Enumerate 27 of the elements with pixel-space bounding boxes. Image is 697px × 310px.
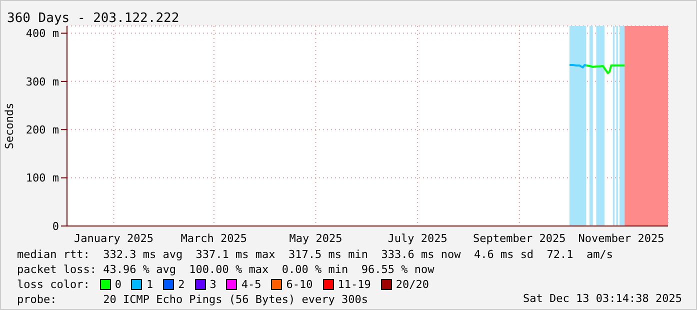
legend-label: 4-5 (241, 277, 262, 292)
y-axis-title: Seconds (2, 102, 16, 150)
legend-label: 0 (114, 277, 122, 292)
x-tick-label: May 2025 (289, 232, 342, 245)
chart-title: 360 Days - 203.122.222 (7, 11, 180, 26)
text: packet loss: 43.96 % avg 100.00 % max 0.00 % min 96.55 % now (17, 262, 436, 277)
legend-label: 20/20 (396, 277, 429, 292)
text: Sat Dec 13 03:14:38 2025 (523, 292, 682, 305)
y-tick-label: 200 m (26, 124, 60, 137)
line-series (585, 64, 626, 74)
legend-label: 3 (210, 277, 216, 292)
y-tick-label: 400 m (26, 27, 60, 40)
y-tick-label: 300 m (26, 75, 60, 88)
x-tick-label: March 2025 (180, 232, 248, 245)
y-tick-label: 0 (52, 220, 59, 233)
text: median rtt: 332.3 ms avg 337.1 ms max 317.5 ms min 333.6 ms now 4.6 ms sd 72.1 am/s (17, 247, 614, 262)
x-tick-label: November 2025 (578, 232, 664, 245)
legend-label: 11-19 (338, 277, 371, 292)
y-tick-label: 100 m (26, 172, 60, 185)
legend-label: 2 (178, 277, 185, 292)
x-tick-label: January 2025 (74, 232, 154, 245)
text: probe: 20 ICMP Echo Pings (56 Bytes) every 300s (17, 293, 368, 306)
legend-title: loss color: (17, 277, 90, 292)
x-tick-label: July 2025 (388, 232, 448, 245)
x-tick-label: September 2025 (473, 232, 566, 245)
legend-label: 1 (146, 277, 154, 292)
legend-label: 6-10 (286, 277, 313, 292)
